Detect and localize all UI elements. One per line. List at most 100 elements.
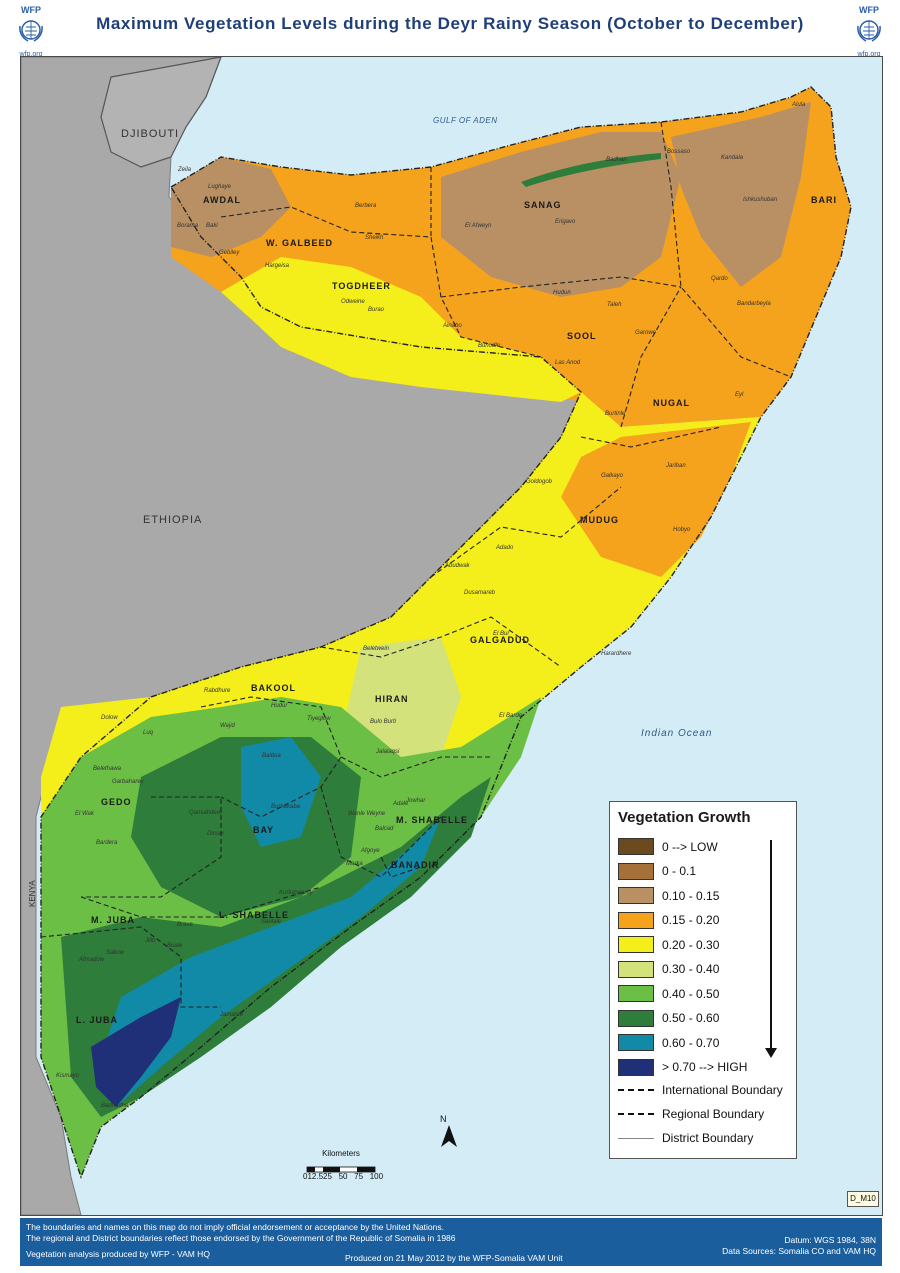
district-label: Badhan [606,157,627,163]
region-label-hiran: HIRAN [375,694,409,704]
region-label-galgadud: GALGADUD [470,635,530,645]
district-label: Burhakaba [271,804,301,810]
scale-bar [306,1166,376,1173]
district-label: Gebiley [219,250,240,256]
legend-district-boundary: District Boundary [618,1128,753,1148]
legend-item-label: 0.60 - 0.70 [662,1035,720,1050]
district-label: Kandala [721,155,744,161]
district-label: Burao [368,307,385,313]
legend-item: > 0.70 --> HIGH [618,1058,747,1077]
vegetation-patch-dark-green-north [521,153,661,187]
region-label-m-juba: M. JUBA [91,915,135,925]
legend-item-label: 0 - 0.1 [662,864,697,878]
district-label: Brava [177,922,193,928]
district-label: Kurtunwarey [279,890,314,896]
district-label: Bossaso [667,149,691,155]
legend-arrow-line [770,840,772,1050]
district-label: El Bur [493,631,510,637]
wfp-logo-right: WFP wfp.org [844,5,894,58]
regional-boundary-line [620,286,682,428]
region-labels: AWDAL W. GALBEED TOGDHEER SANAG BARI SOO… [76,195,836,1025]
district-label: Wajid [220,723,236,729]
district-label: Zeila [177,167,192,173]
logo-name: WFP [21,5,41,15]
legend-swatch [618,1058,654,1076]
district-label: Bandarbeyla [737,301,771,307]
map-frame: DJIBOUTI ETHIOPIA KENYA GULF OF ADEN Ind… [20,56,883,1216]
legend-district-label: District Boundary [662,1131,754,1145]
legend-item-label: 0.20 - 0.30 [662,937,720,952]
legend-swatch [618,1034,654,1051]
district-label: Rabdhure [204,688,231,694]
vegetation-patch-blue-shabelle [101,817,441,1107]
regional-boundaries [40,121,792,1008]
footer-disclaimer-2: The regional and District boundaries ref… [26,1233,456,1243]
country-label-ethiopia: ETHIOPIA [143,514,202,526]
north-label: N [440,1114,447,1124]
footer-disclaimer-1: The boundaries and names on this map do … [26,1222,445,1232]
legend-item-label: 0.50 - 0.60 [662,1011,720,1025]
region-label-w-galbeed: W. GALBEED [266,238,333,248]
district-label: Jalalaqsi [375,749,400,755]
legend-swatch [618,960,654,978]
region-label-bakool: BAKOOL [251,683,296,693]
regional-boundary-line [430,486,622,578]
vegetation-patch-brown-awdal [171,157,291,257]
region-label-l-shabelle: L. SHABELLE [219,910,289,920]
district-label: Adale [392,801,409,807]
legend-item-label: 0.30 - 0.40 [662,962,720,976]
legend-intl-label: International Boundary [662,1083,783,1097]
regional-boundary-line [320,786,442,878]
district-label: Baidoa [262,753,281,759]
regional-boundary-line [440,276,682,298]
djibouti-land [100,57,222,168]
country-label-djibouti: DJIBOUTI [121,128,179,140]
scale-ticks: 012.525 50 75 100 [303,1172,384,1181]
vegetation-patch-navy-ljuba [91,997,181,1107]
region-label-gedo: GEDO [101,797,132,807]
district-label: Jowhar [405,798,426,804]
regional-boundary-line [380,856,422,878]
district-label: El Afweyn [465,223,492,229]
water-label-gulf-of-aden: GULF OF ADEN [433,116,498,125]
district-label: Badhadhe [101,1103,129,1109]
region-label-awdal: AWDAL [203,195,241,205]
district-label: Ainabo [442,323,462,329]
district-label: Jilib [144,938,156,944]
district-label: Dolow [101,715,118,721]
legend-swatch [618,838,654,855]
district-label: Tiyeglow [307,716,331,722]
region-label-mudug: MUDUG [580,515,619,525]
district-label: Afgoye [360,848,380,854]
regional-boundary-line [80,886,322,918]
district-label: Marka [346,861,363,867]
district-label: Dinsor [207,831,225,837]
legend-item: 0 - 0.1 [618,862,696,881]
regional-boundary-line [340,756,491,778]
district-label: Eyl [735,392,744,398]
legend-item-label: 0.40 - 0.50 [662,986,720,1001]
district-label: Sakow [106,950,125,956]
legend-swatch [618,911,654,929]
north-arrow-icon [441,1125,457,1147]
region-label-togdheer: TOGDHEER [332,281,391,291]
vegetation-patch-brown-sanag [441,132,681,297]
legend-item: 0 --> LOW [618,837,718,856]
district-label: Goldogob [526,479,553,485]
region-label-banadir: BANADIR [391,860,440,870]
district-label: Abudwak [444,563,471,569]
legend-item-label: 0.15 - 0.20 [662,913,720,927]
legend-swatch [618,862,654,880]
district-label: Harardhere [601,651,632,657]
scale-title: Kilometers [322,1149,360,1158]
district-label: Alula [791,102,806,108]
district-label: Burtinle [605,411,626,417]
district-label: Hobyo [673,527,691,533]
country-label-kenya: KENYA [28,880,37,907]
district-labels: Zeila Lughaye Borama Baki Berbera Gebiley Harg… [56,102,806,1109]
district-label: Bardera [96,840,118,846]
district-label: Buhodle [478,343,501,349]
district-label: Taleh [607,302,622,308]
wfp-emblem-icon [19,20,43,42]
